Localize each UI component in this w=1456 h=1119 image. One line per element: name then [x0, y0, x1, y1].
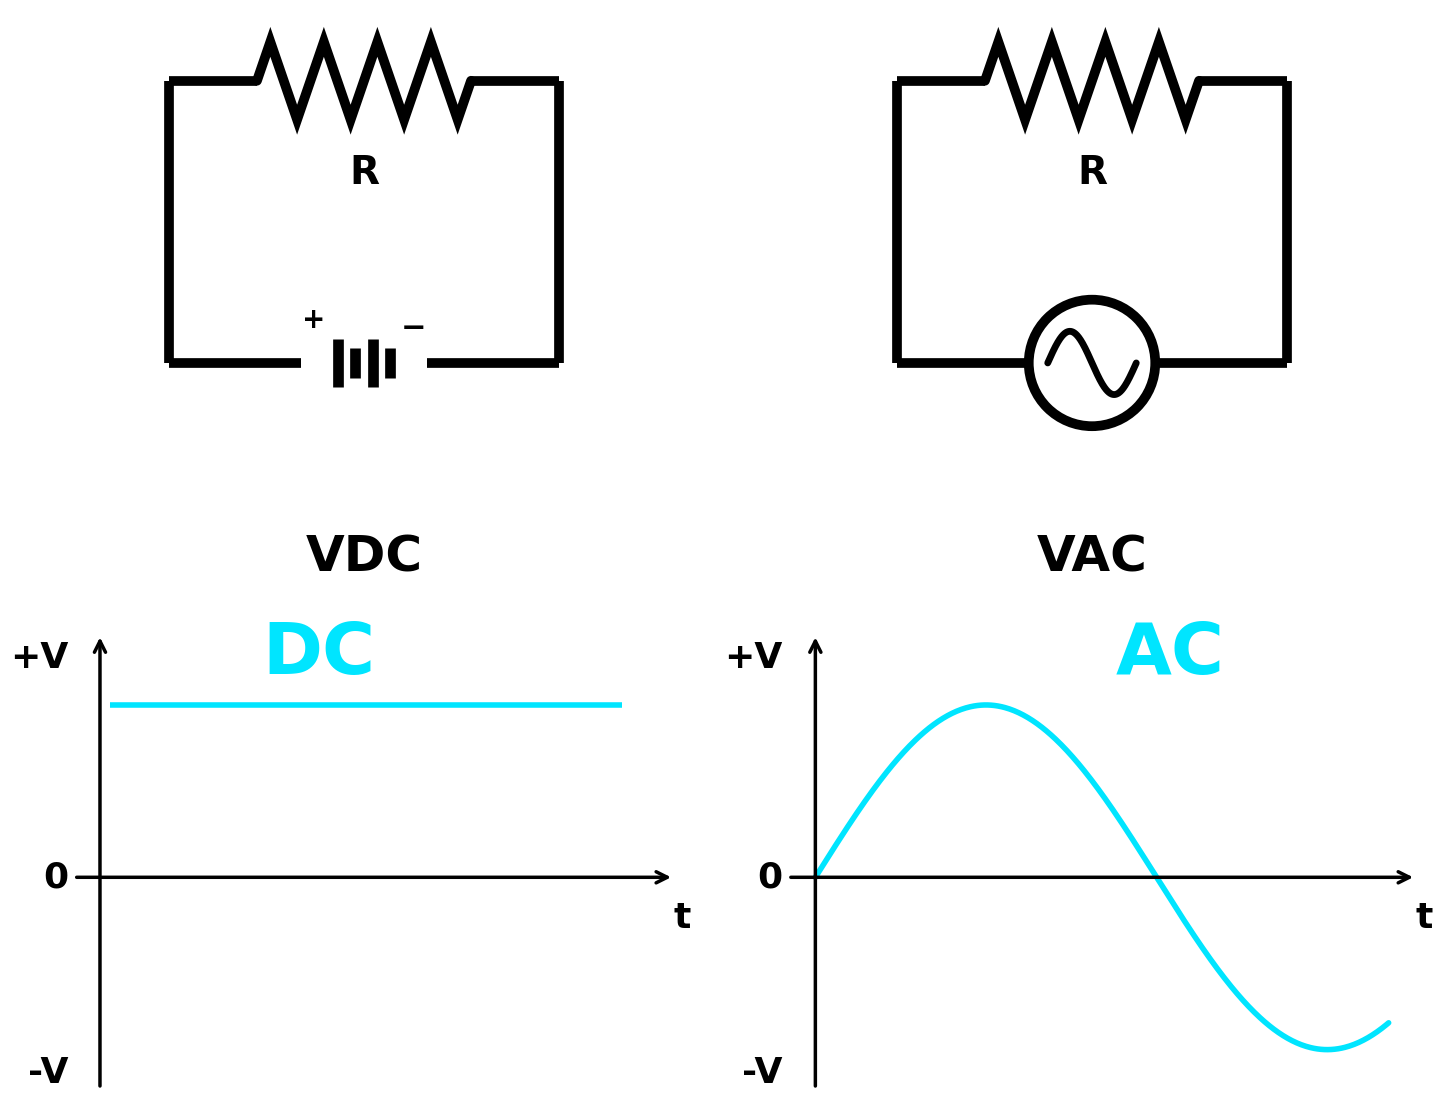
Text: -V: -V — [28, 1056, 68, 1090]
Text: +: + — [303, 305, 326, 333]
Text: AC: AC — [1115, 620, 1224, 689]
Text: 0: 0 — [44, 861, 68, 894]
Text: VDC: VDC — [306, 534, 422, 582]
Text: t: t — [1415, 901, 1433, 934]
Text: +V: +V — [10, 641, 68, 675]
Text: −: − — [400, 314, 427, 344]
Text: DC: DC — [262, 620, 376, 689]
Text: 0: 0 — [757, 861, 783, 894]
Text: t: t — [674, 901, 692, 934]
Text: R: R — [1077, 153, 1107, 191]
Text: VAC: VAC — [1037, 534, 1147, 582]
Text: R: R — [349, 153, 379, 191]
Text: -V: -V — [743, 1056, 783, 1090]
Text: +V: +V — [724, 641, 783, 675]
